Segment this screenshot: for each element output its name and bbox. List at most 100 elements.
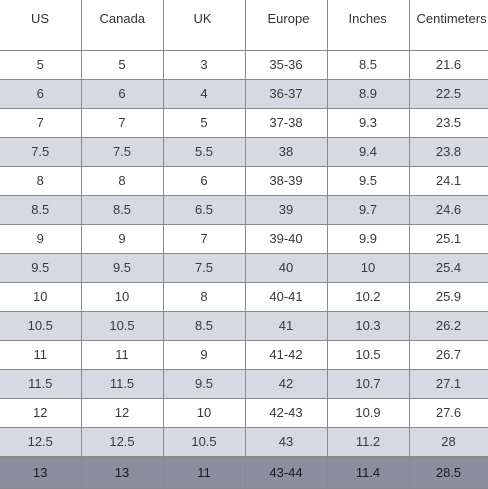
column-header-label: UK — [193, 11, 212, 26]
cell-us: 5 — [0, 49, 82, 80]
cell-centimeters: 27.6 — [408, 397, 488, 428]
cell-canada: 12.5 — [80, 426, 164, 457]
cell-europe: 35-36 — [244, 49, 328, 80]
cell-canada: 9.5 — [80, 252, 164, 283]
cell-us: 7.5 — [0, 136, 82, 167]
cell-centimeters: 23.8 — [408, 136, 488, 167]
table-row: 8.5 8.5 6.5 39 9.7 24.6 — [0, 194, 488, 225]
cell-uk: 6.5 — [162, 194, 246, 225]
cell-centimeters: 28.5 — [408, 455, 488, 489]
cell-canada: 8 — [80, 165, 164, 196]
cell-europe: 42-43 — [244, 397, 328, 428]
cell-inches: 9.9 — [326, 223, 410, 254]
column-header-us: US — [0, 0, 82, 51]
table-row: 6 6 4 36-37 8.9 22.5 — [0, 78, 488, 109]
column-header-canada: Canada — [80, 0, 164, 51]
cell-uk: 6 — [162, 165, 246, 196]
cell-uk: 5.5 — [162, 136, 246, 167]
column-header-europe: Europe — [244, 0, 328, 51]
cell-inches: 9.7 — [326, 194, 410, 225]
cell-inches: 10 — [326, 252, 410, 283]
cell-europe: 39 — [244, 194, 328, 225]
cell-inches: 11.2 — [326, 426, 410, 457]
cell-inches: 9.4 — [326, 136, 410, 167]
cell-inches: 10.7 — [326, 368, 410, 399]
cell-europe: 36-37 — [244, 78, 328, 109]
table-row: 12.5 12.5 10.5 43 11.2 28 — [0, 426, 488, 457]
column-header-centimeters: Centimeters — [408, 0, 488, 51]
cell-centimeters: 26.2 — [408, 310, 488, 341]
cell-inches: 8.5 — [326, 49, 410, 80]
cell-us: 7 — [0, 107, 82, 138]
cell-centimeters: 25.4 — [408, 252, 488, 283]
column-header-label: Inches — [348, 11, 387, 26]
cell-us: 12 — [0, 397, 82, 428]
cell-europe: 41-42 — [244, 339, 328, 370]
cell-us: 11 — [0, 339, 82, 370]
cell-centimeters: 24.1 — [408, 165, 488, 196]
cell-inches: 10.5 — [326, 339, 410, 370]
cell-uk: 4 — [162, 78, 246, 109]
cell-us: 10 — [0, 281, 82, 312]
table-row: 11 11 9 41-42 10.5 26.7 — [0, 339, 488, 370]
table-row: 9.5 9.5 7.5 40 10 25.4 — [0, 252, 488, 283]
cell-us: 10.5 — [0, 310, 82, 341]
column-header-uk: UK — [162, 0, 246, 51]
cell-uk: 7 — [162, 223, 246, 254]
cell-us: 12.5 — [0, 426, 82, 457]
cell-centimeters: 25.9 — [408, 281, 488, 312]
column-header-label: Canada — [99, 11, 146, 26]
cell-us: 9 — [0, 223, 82, 254]
cell-us: 9.5 — [0, 252, 82, 283]
cell-europe: 37-38 — [244, 107, 328, 138]
cell-canada: 7 — [80, 107, 164, 138]
cell-centimeters: 24.6 — [408, 194, 488, 225]
cell-canada: 11 — [80, 339, 164, 370]
cell-us: 6 — [0, 78, 82, 109]
cell-canada: 9 — [80, 223, 164, 254]
cell-inches: 10.2 — [326, 281, 410, 312]
cell-canada: 10.5 — [80, 310, 164, 341]
column-header-label: Centimeters — [416, 11, 487, 26]
table-row: 12 12 10 42-43 10.9 27.6 — [0, 397, 488, 428]
cell-canada: 11.5 — [80, 368, 164, 399]
column-header-inches: Inches — [326, 0, 410, 51]
table-header: US Canada UK Europe Inches Centimeters — [0, 0, 488, 51]
cell-europe: 38-39 — [244, 165, 328, 196]
cell-inches: 9.5 — [326, 165, 410, 196]
table-row: 8 8 6 38-39 9.5 24.1 — [0, 165, 488, 196]
cell-europe: 40-41 — [244, 281, 328, 312]
cell-europe: 40 — [244, 252, 328, 283]
cell-canada: 13 — [80, 455, 164, 489]
cell-inches: 9.3 — [326, 107, 410, 138]
cell-uk: 3 — [162, 49, 246, 80]
cell-inches: 10.3 — [326, 310, 410, 341]
cell-canada: 8.5 — [80, 194, 164, 225]
cell-uk: 7.5 — [162, 252, 246, 283]
cell-us: 8.5 — [0, 194, 82, 225]
cell-europe: 42 — [244, 368, 328, 399]
cell-uk: 9.5 — [162, 368, 246, 399]
cell-us: 8 — [0, 165, 82, 196]
table-row: 11.5 11.5 9.5 42 10.7 27.1 — [0, 368, 488, 399]
cell-inches: 11.4 — [326, 455, 410, 489]
cell-centimeters: 25.1 — [408, 223, 488, 254]
table-row: 7.5 7.5 5.5 38 9.4 23.8 — [0, 136, 488, 167]
cell-centimeters: 21.6 — [408, 49, 488, 80]
cell-europe: 43-44 — [244, 455, 328, 489]
table-row: 10.5 10.5 8.5 41 10.3 26.2 — [0, 310, 488, 341]
cell-uk: 5 — [162, 107, 246, 138]
cell-centimeters: 23.5 — [408, 107, 488, 138]
cell-centimeters: 22.5 — [408, 78, 488, 109]
cell-europe: 38 — [244, 136, 328, 167]
cell-uk: 11 — [162, 455, 246, 489]
table-row: 7 7 5 37-38 9.3 23.5 — [0, 107, 488, 138]
cell-centimeters: 27.1 — [408, 368, 488, 399]
cell-canada: 12 — [80, 397, 164, 428]
cell-canada: 6 — [80, 78, 164, 109]
cell-uk: 8 — [162, 281, 246, 312]
cell-uk: 9 — [162, 339, 246, 370]
column-header-label: US — [31, 11, 50, 26]
header-row: US Canada UK Europe Inches Centimeters — [0, 0, 488, 51]
